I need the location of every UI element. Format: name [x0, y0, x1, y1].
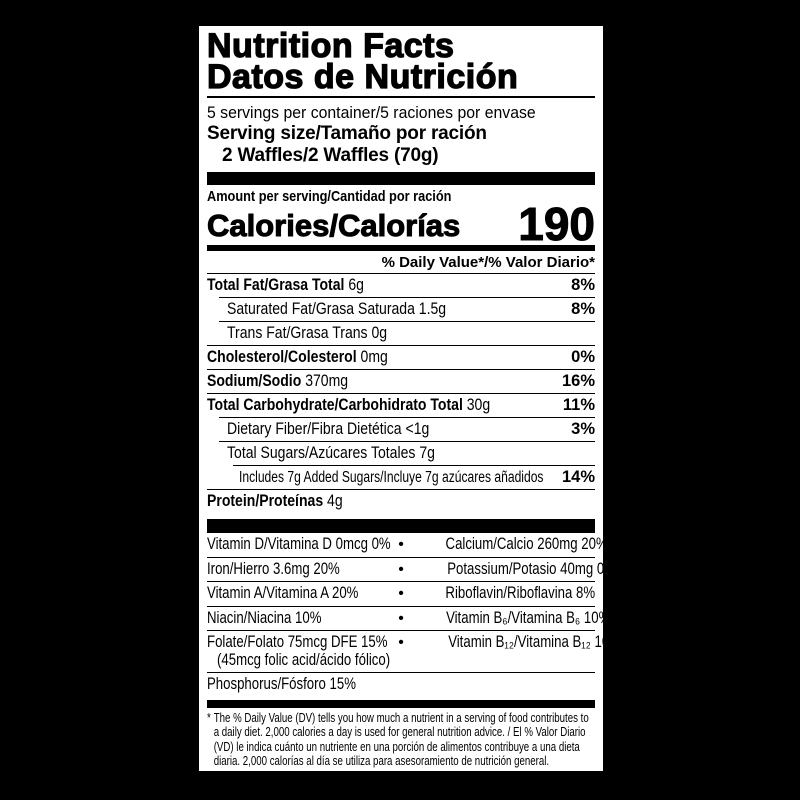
- row-divider: [219, 417, 595, 418]
- micronutrient-left: Vitamin A/Vitamina A 20%: [207, 584, 359, 602]
- micronutrient-left: Iron/Hierro 3.6mg 20%: [207, 559, 340, 578]
- nutrient-name: Total Sugars/Azúcares Totales: [227, 444, 416, 462]
- section-divider-bar-thick: [207, 172, 595, 185]
- footnote-marker: *: [207, 709, 211, 725]
- servings-per-container: 5 servings per container/5 raciones por …: [207, 98, 595, 123]
- row-divider: [207, 581, 595, 582]
- nutrient-daily-value: 3%: [571, 420, 595, 438]
- nutrient-name: Trans Fat/Grasa Trans: [227, 324, 368, 342]
- bullet-icon: •: [398, 585, 404, 602]
- serving-size-label: Serving size/Tamaño por ración: [207, 123, 487, 144]
- nutrient-daily-value: 14%: [561, 468, 595, 486]
- micronutrient-right: Vitamin B₆/Vitamina B₆ 10%: [445, 608, 603, 627]
- micronutrient-right: Vitamin B₁₂/Vitamina B₁₂ 10%: [448, 633, 603, 651]
- nutrient-amount: 7g: [419, 444, 435, 462]
- micronutrient-left-note: (45mcg folic acid/ácido fólico): [217, 650, 391, 669]
- nutrient-row: Total Fat/Grasa Total 6g 8%: [207, 273, 595, 297]
- nutrient-daily-value: 8%: [571, 276, 595, 294]
- micronutrient-left: Vitamin D/Vitamina D 0mcg 0%: [207, 535, 391, 553]
- serving-size-value: 2 Waffles/2 Waffles (70g): [222, 145, 439, 166]
- micronutrient-row: Vitamin A/Vitamina A 20% • Riboflavin/Ri…: [207, 581, 595, 606]
- row-divider: [207, 345, 595, 346]
- nutrient-amount: 30g: [466, 396, 491, 414]
- micronutrient-row: Phosphorus/Fósforo 15%: [207, 672, 595, 697]
- nutrition-title-es: Datos de Nutrición: [206, 58, 519, 96]
- nutrient-amount: 0mg: [360, 348, 388, 366]
- micronutrient-right: Riboflavin/Riboflavina 8%: [445, 584, 595, 602]
- nutrient-daily-value: 16%: [561, 372, 595, 390]
- nutrient-row: Saturated Fat/Grasa Saturada 1.5g 8%: [207, 297, 595, 321]
- row-divider: [207, 630, 595, 631]
- micronutrient-right: Potassium/Potasio 40mg 0%: [447, 559, 603, 578]
- micronutrient-right: Calcium/Calcio 260mg 20%: [445, 535, 603, 553]
- footnote-text: The % Daily Value (DV) tells you how muc…: [213, 709, 589, 768]
- row-divider: [207, 393, 595, 394]
- nutrient-daily-value: 8%: [571, 300, 595, 318]
- row-divider: [207, 556, 595, 558]
- micronutrient-row: Iron/Hierro 3.6mg 20% • Potassium/Potasi…: [207, 556, 603, 582]
- bullet-icon: •: [398, 560, 404, 578]
- row-divider: [207, 672, 595, 673]
- calories-row: Calories/Calorías 190: [206, 198, 596, 250]
- calories-divider-bar: [207, 245, 595, 251]
- bullet-icon: •: [398, 609, 404, 627]
- nutrient-amount: <1g: [405, 420, 430, 438]
- nutrient-daily-value: 11%: [562, 396, 595, 414]
- nutrient-row: Protein/Proteínas 4g: [207, 489, 595, 513]
- row-divider: [207, 605, 595, 607]
- nutrition-facts-label: Nutrition Facts Datos de Nutrición 5 ser…: [199, 26, 603, 771]
- row-divider: [207, 369, 595, 370]
- nutrient-daily-value: 0%: [571, 348, 595, 366]
- nutrient-row: Cholesterol/Colesterol 0mg 0%: [207, 345, 595, 369]
- nutrient-name: Sodium/Sodio: [207, 372, 302, 390]
- amount-per-serving-label: Amount per serving/Cantidad por ración: [207, 185, 595, 205]
- row-divider: [207, 273, 595, 274]
- micronutrient-row: Folate/Folato 75mcg DFE 15% (45mcg folic…: [207, 630, 603, 672]
- calories-label: Calories/Calorías: [206, 208, 461, 243]
- footnote: * The % Daily Value (DV) tells you how m…: [207, 708, 595, 769]
- nutrient-name: Cholesterol/Colesterol: [207, 348, 357, 366]
- nutrient-name: Includes 7g Added Sugars/Incluye 7g azúc…: [239, 469, 544, 486]
- daily-value-header: % Daily Value*/% Valor Diario*: [381, 254, 595, 271]
- nutrient-row: Trans Fat/Grasa Trans 0g: [207, 321, 595, 345]
- servings-per-container-text: 5 servings per container/5 raciones por …: [207, 103, 536, 122]
- nutrient-row: Total Carbohydrate/Carbohidrato Total 30…: [207, 393, 595, 417]
- micronutrient-row: Niacin/Niacina 10% • Vitamin B₆/Vitamina…: [207, 605, 603, 631]
- nutrition-title-en: Nutrition Facts: [206, 27, 455, 65]
- micronutrient-row: Vitamin D/Vitamina D 0mcg 0% • Calcium/C…: [207, 533, 603, 557]
- calories-value: 190: [518, 198, 596, 250]
- nutrient-amount: 370mg: [305, 372, 349, 390]
- row-divider: [207, 489, 595, 490]
- headline-divider: [207, 96, 595, 98]
- row-divider: [219, 321, 595, 322]
- micronutrient-left: Phosphorus/Fósforo 15%: [207, 675, 356, 693]
- nutrient-name: Saturated Fat/Grasa Saturada: [227, 300, 415, 318]
- amount-per-serving-text: Amount per serving/Cantidad por ración: [207, 188, 452, 205]
- nutrient-row: Dietary Fiber/Fibra Dietética <1g 3%: [207, 417, 595, 441]
- nutrient-name: Total Carbohydrate/Carbohidrato Total: [207, 396, 463, 414]
- nutrient-name: Protein/Proteínas: [207, 492, 324, 510]
- micronutrient-left: Niacin/Niacina 10%: [207, 608, 322, 627]
- nutrient-amount: 0g: [371, 324, 388, 342]
- nutrient-name: Dietary Fiber/Fibra Dietética: [227, 420, 402, 438]
- micronutrient-left: Folate/Folato 75mcg DFE 15%: [207, 633, 388, 651]
- row-divider: [219, 297, 595, 298]
- bullet-icon: •: [398, 536, 404, 553]
- nutrient-row: Includes 7g Added Sugars/Incluye 7g azúc…: [207, 465, 595, 489]
- nutrient-amount: 6g: [348, 276, 364, 294]
- row-divider: [233, 465, 595, 466]
- bullet-icon: •: [398, 634, 404, 651]
- nutrient-amount: 4g: [327, 492, 343, 510]
- nutrient-name: Total Fat/Grasa Total: [207, 276, 345, 294]
- nutrient-row: Sodium/Sodio 370mg 16%: [207, 369, 595, 393]
- nutrient-amount: 1.5g: [418, 300, 447, 318]
- nutrient-row: Total Sugars/Azúcares Totales 7g: [207, 441, 595, 465]
- row-divider: [219, 441, 595, 442]
- footnote-divider-bar: [207, 699, 595, 708]
- section-divider-bar-thick: [207, 519, 595, 533]
